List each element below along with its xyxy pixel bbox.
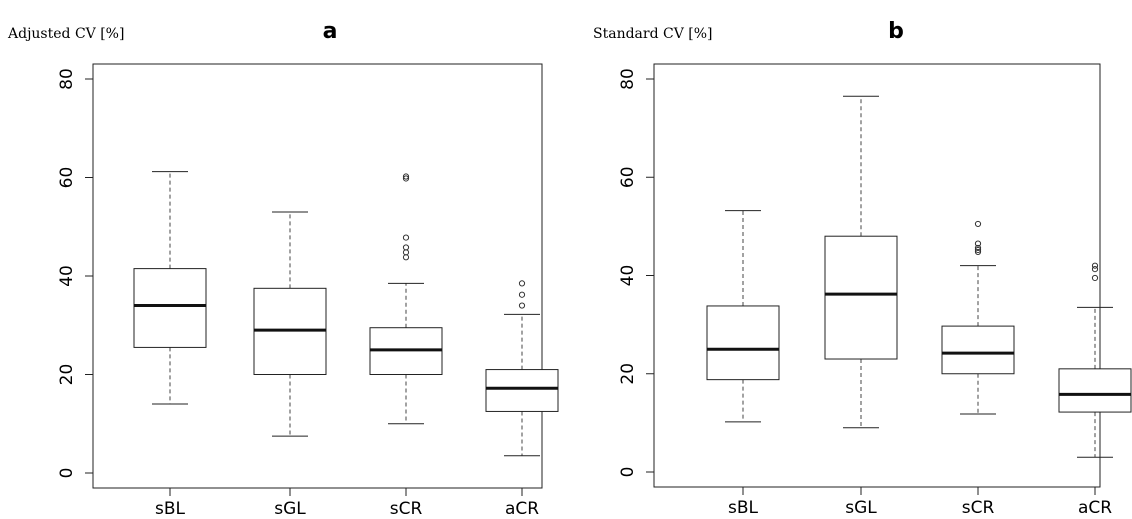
box-sGL [253, 211, 327, 437]
outlier-point [974, 240, 982, 247]
outlier-point [1091, 262, 1099, 269]
y-tick-label: 80 [57, 68, 77, 90]
x-tick-label: sCR [962, 498, 995, 518]
y-tick-label: 40 [618, 265, 638, 287]
box-sBL [706, 210, 780, 423]
iqr-box [941, 325, 1015, 375]
y-tick-label: 20 [57, 364, 77, 386]
outlier-point [974, 248, 982, 256]
y-tick-label: 60 [618, 166, 638, 188]
y-tick-label: 60 [57, 167, 77, 189]
outlier-point [974, 246, 982, 254]
outlier-point [974, 244, 982, 252]
iqr-box [133, 268, 207, 348]
y-axis-title: Standard CV [%] [593, 26, 713, 42]
y-tick-label: 0 [57, 468, 77, 479]
outlier-point [402, 254, 410, 261]
x-tick-label: sGL [274, 499, 306, 519]
outlier-point [518, 302, 526, 309]
box-sGL [824, 95, 898, 429]
outlier-point [974, 220, 982, 228]
outlier-point [402, 249, 410, 256]
outlier-point [1091, 274, 1099, 282]
x-tick-label: aCR [1078, 498, 1112, 518]
y-tick-label: 40 [57, 265, 77, 287]
x-tick-label: sBL [155, 499, 186, 519]
y-tick-label: 20 [618, 363, 638, 385]
panel-a: 0 20 40 60 80 Adjusted CV [%] a sBL sGL sCR aCR [7, 19, 559, 519]
iqr-box [824, 235, 898, 360]
outlier-point [1091, 266, 1099, 273]
outlier-point [402, 234, 410, 241]
box-sCR [369, 173, 443, 425]
outlier-point [402, 175, 410, 182]
y-tick-label: 0 [618, 467, 638, 478]
box-sCR [941, 220, 1015, 415]
outlier-point [518, 280, 526, 287]
y-tick-label: 80 [618, 68, 638, 90]
x-tick-label: sBL [728, 498, 759, 518]
box-aCR [1058, 262, 1132, 458]
x-tick-label: sCR [390, 499, 423, 519]
panel-b: 0 20 40 60 80 Standard CV [%] b sBL sGL sCR aCR [593, 19, 1132, 518]
box-aCR [485, 280, 559, 457]
outlier-point [518, 291, 526, 298]
iqr-box [706, 305, 780, 381]
box-sBL [133, 171, 207, 405]
y-axis-title: Adjusted CV [%] [7, 26, 124, 42]
panel-letter: b [888, 19, 904, 44]
outlier-point [402, 173, 410, 180]
iqr-box [485, 369, 559, 412]
x-tick-label: aCR [505, 499, 539, 519]
outlier-point [402, 244, 410, 251]
iqr-box [1058, 368, 1132, 413]
panel-letter: a [323, 19, 338, 44]
x-tick-label: sGL [845, 498, 877, 518]
